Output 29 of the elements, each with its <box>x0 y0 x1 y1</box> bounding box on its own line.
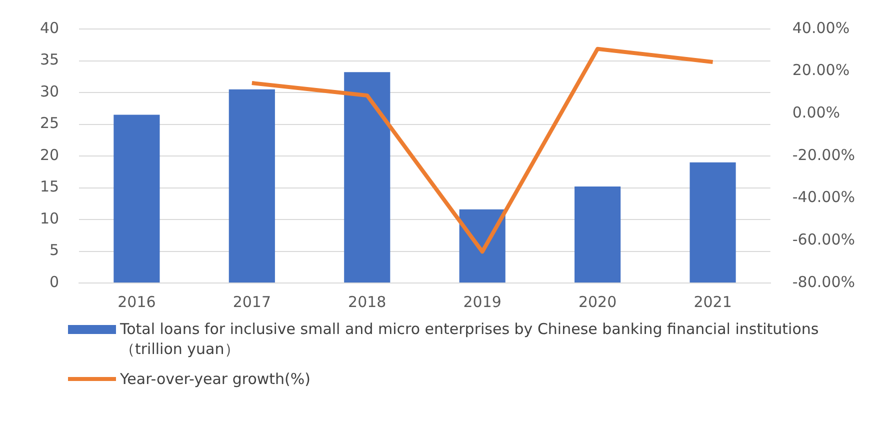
bar <box>114 114 160 282</box>
y2-tick-label: -60.00% <box>792 230 855 249</box>
x-tick-label: 2020 <box>578 292 617 311</box>
y2-tick-label: -20.00% <box>792 146 855 164</box>
y2-tick-label: 40.00% <box>792 18 850 37</box>
y-tick-label: 40 <box>40 18 60 37</box>
bar <box>574 186 621 282</box>
x-tick-label: 2021 <box>694 292 732 311</box>
x-tick-label: 2018 <box>348 292 386 311</box>
x-tick-label: 2019 <box>463 292 502 311</box>
y-tick-label: 15 <box>40 178 60 196</box>
legend-label: Year-over-year growth(%) <box>120 369 311 389</box>
legend-label: Total loans for inclusive small and micro enterprises by Chinese banking financial institutions （trillion yuan） <box>120 319 820 359</box>
y-tick-label: 0 <box>50 272 60 291</box>
y-tick-label: 20 <box>40 146 60 164</box>
x-tick-label: 2016 <box>118 292 156 311</box>
bar <box>690 162 736 282</box>
y2-tick-label: 20.00% <box>792 61 850 80</box>
y-tick-label: 30 <box>40 82 60 100</box>
bar <box>228 89 275 282</box>
y-tick-label: 5 <box>50 241 60 260</box>
y2-tick-label: 0.00% <box>792 104 840 122</box>
y-tick-label: 35 <box>40 50 60 69</box>
y2-tick-label: -40.00% <box>792 188 855 206</box>
bar <box>344 72 390 282</box>
y2-tick-label: -80.00% <box>792 272 855 291</box>
x-tick-label: 2017 <box>232 292 272 311</box>
y-tick-label: 25 <box>40 114 60 132</box>
y-tick-label: 10 <box>40 209 60 228</box>
